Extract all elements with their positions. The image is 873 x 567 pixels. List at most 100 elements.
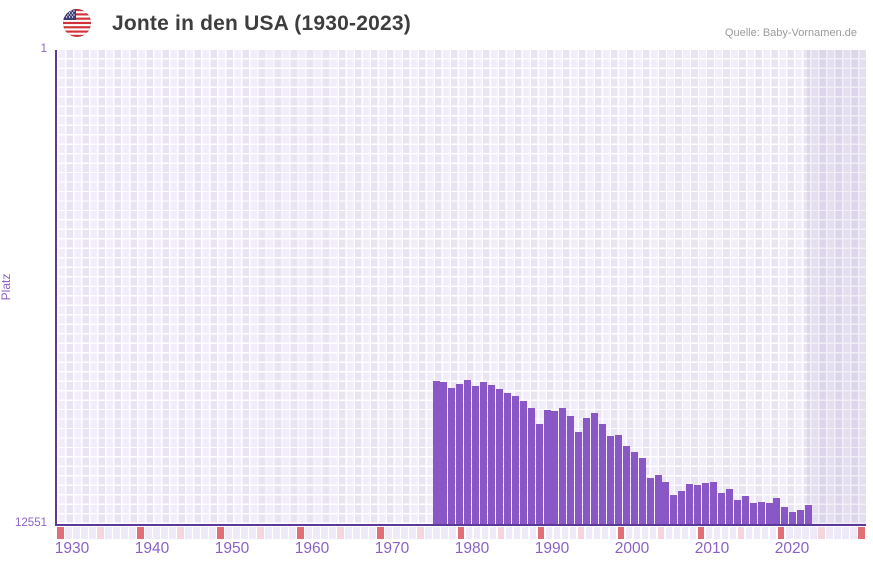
bar-2005[interactable] (662, 481, 670, 524)
tick-cell-major (217, 527, 224, 539)
bar-2021[interactable] (789, 511, 797, 524)
tick-cell (849, 527, 857, 539)
tick-cell (841, 527, 849, 539)
bar-1998[interactable] (606, 436, 614, 524)
bar-2002[interactable] (638, 458, 646, 524)
bar-2016[interactable] (749, 503, 757, 524)
tick-cell (441, 527, 449, 539)
tick-cell (769, 527, 777, 539)
tick-cell (161, 527, 168, 539)
bar-2015[interactable] (741, 495, 749, 524)
bar-2000[interactable] (622, 446, 630, 524)
bar-1982[interactable] (480, 382, 488, 524)
bar-2009[interactable] (694, 485, 702, 524)
tick-cell-minor (657, 527, 665, 539)
bar-2023[interactable] (805, 505, 813, 524)
bar-1985[interactable] (503, 393, 511, 524)
bar-2004[interactable] (654, 474, 662, 524)
tick-cell (593, 527, 601, 539)
tick-cell (201, 527, 208, 539)
bar-2006[interactable] (670, 495, 678, 524)
bar-1995[interactable] (583, 417, 591, 524)
bar-1990[interactable] (543, 409, 551, 524)
y-axis-title: Platz (0, 273, 13, 301)
tick-cell (753, 527, 761, 539)
tick-cell (561, 527, 569, 539)
tick-cell-major (537, 527, 545, 539)
tick-cell (825, 527, 833, 539)
bar-2014[interactable] (733, 500, 741, 524)
bar-2022[interactable] (797, 510, 805, 524)
bar-2010[interactable] (702, 483, 710, 524)
tick-cell (273, 527, 280, 539)
bar-2007[interactable] (678, 490, 686, 524)
bar-1988[interactable] (527, 408, 535, 524)
x-tick-label-1940: 1940 (134, 540, 170, 557)
tick-cell (809, 527, 817, 539)
bar-2013[interactable] (725, 489, 733, 524)
tick-cell (745, 527, 753, 539)
bar-2018[interactable] (765, 502, 773, 524)
bar-2017[interactable] (757, 501, 765, 524)
tick-cell (105, 527, 112, 539)
bar-2019[interactable] (773, 498, 781, 524)
bar-1999[interactable] (614, 435, 622, 524)
bar-1986[interactable] (511, 395, 519, 524)
bar-1980[interactable] (464, 380, 472, 524)
bar-1993[interactable] (567, 415, 575, 524)
bar-1994[interactable] (575, 431, 583, 524)
tick-cell (329, 527, 336, 539)
tick-cell (401, 527, 409, 539)
x-tick-label-1990: 1990 (534, 540, 570, 557)
tick-cell (153, 527, 160, 539)
tick-cell (265, 527, 272, 539)
tick-cell (665, 527, 673, 539)
x-axis-tick-strip (57, 527, 866, 539)
bar-2008[interactable] (686, 484, 694, 524)
tick-cell (649, 527, 657, 539)
tick-cell (601, 527, 609, 539)
tick-cell (689, 527, 697, 539)
bar-1992[interactable] (559, 408, 567, 524)
bar-1987[interactable] (519, 401, 527, 524)
tick-cell (281, 527, 288, 539)
tick-cell (489, 527, 497, 539)
bar-1989[interactable] (535, 424, 543, 524)
tick-cell (313, 527, 320, 539)
bar-1979[interactable] (456, 383, 464, 524)
tick-cell (409, 527, 417, 539)
tick-cell (705, 527, 713, 539)
bar-1984[interactable] (495, 389, 503, 524)
bar-1997[interactable] (599, 424, 607, 524)
tick-cell (433, 527, 441, 539)
tick-cell (545, 527, 553, 539)
bar-2003[interactable] (646, 477, 654, 524)
bar-1981[interactable] (472, 386, 480, 524)
tick-cell (761, 527, 769, 539)
tick-cell-major (777, 527, 785, 539)
tick-cell (81, 527, 88, 539)
bar-2001[interactable] (630, 452, 638, 524)
bar-2012[interactable] (717, 492, 725, 524)
bar-1977[interactable] (440, 382, 448, 524)
tick-cell (505, 527, 513, 539)
tick-cell (633, 527, 641, 539)
tick-cell (305, 527, 312, 539)
source-credit: Quelle: Baby-Vornamen.de (724, 27, 857, 39)
bar-1976[interactable] (432, 381, 440, 524)
tick-cell (481, 527, 489, 539)
bar-1978[interactable] (448, 388, 456, 524)
bar-1991[interactable] (551, 411, 559, 524)
tick-cell-major (137, 527, 144, 539)
tick-cell (393, 527, 401, 539)
tick-cell (529, 527, 537, 539)
bar-2020[interactable] (781, 507, 789, 524)
x-tick-label-2020: 2020 (774, 540, 810, 557)
tick-cell (793, 527, 801, 539)
tick-cell (129, 527, 136, 539)
bar-1996[interactable] (591, 413, 599, 524)
bar-1983[interactable] (488, 385, 495, 524)
bar-2011[interactable] (710, 481, 718, 524)
tick-cell (569, 527, 577, 539)
